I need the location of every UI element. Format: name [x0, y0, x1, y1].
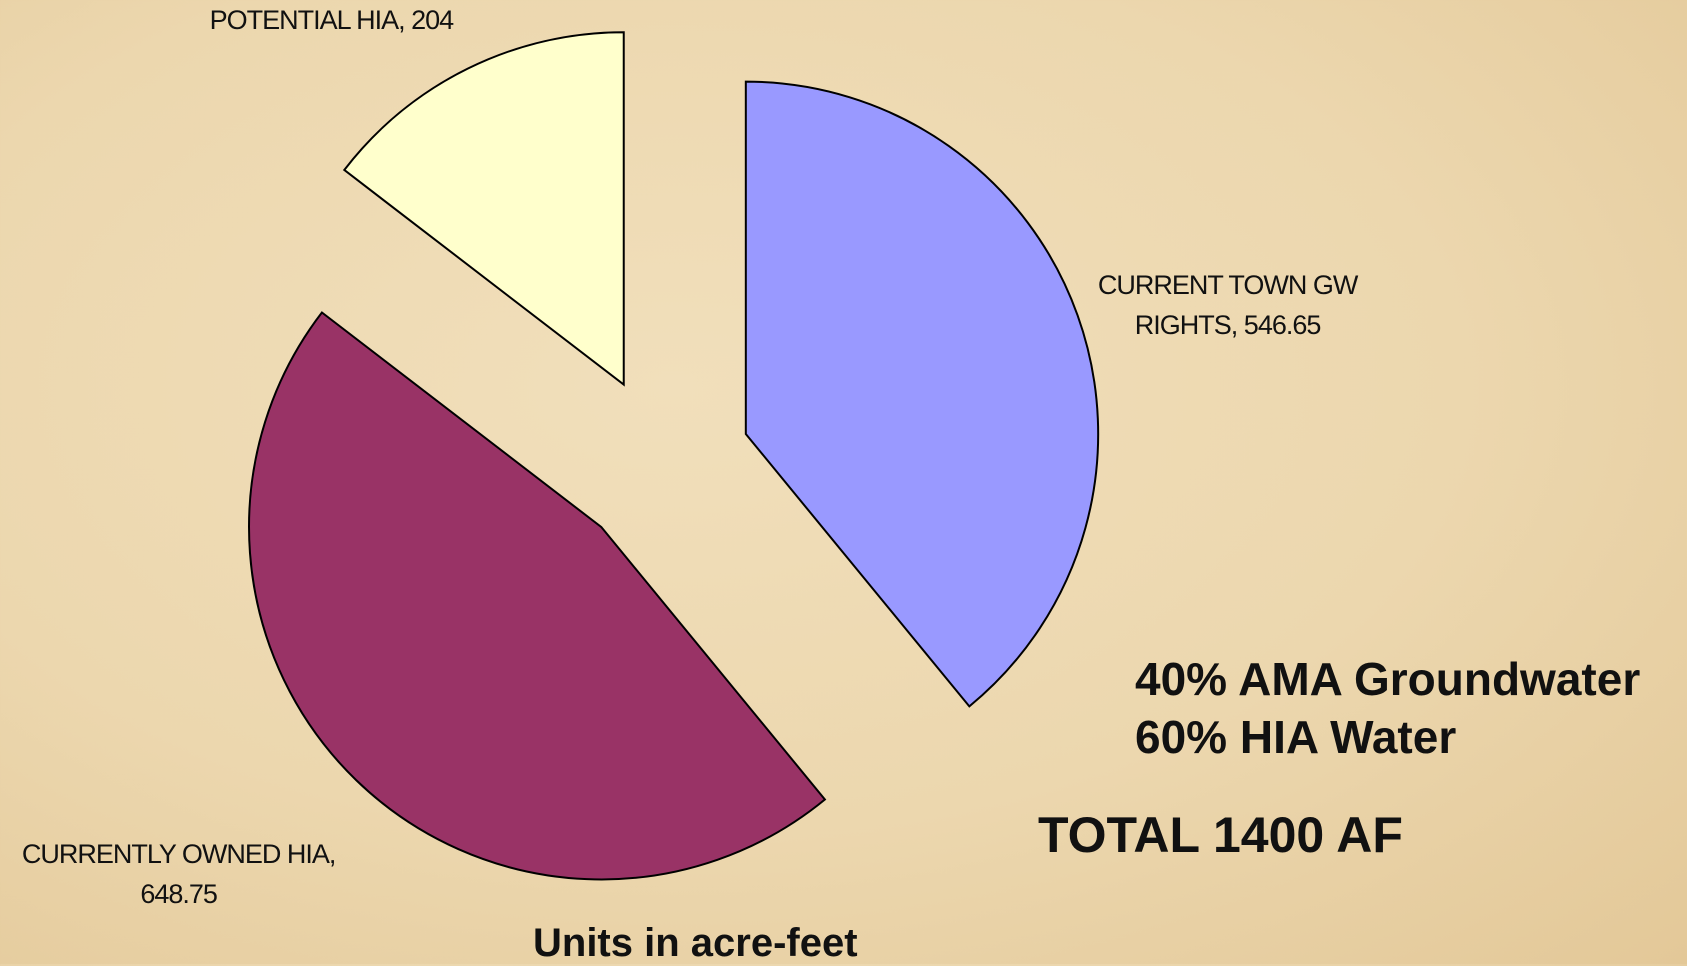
pie-slice — [744, 80, 1100, 708]
annotation: 60% HIA Water — [1135, 711, 1457, 763]
data-label: CURRENT TOWN GW RIGHTS, 546.65 — [1097, 269, 1359, 340]
annotation: 40% AMA Groundwater — [1135, 653, 1641, 705]
pie-slice — [248, 311, 827, 881]
pie-slice — [342, 31, 625, 387]
data-label: POTENTIAL HIA, 204 — [209, 5, 455, 35]
annotation: TOTAL 1400 AF — [1038, 807, 1403, 863]
data-label: CURRENTLY OWNED HIA, 648.75 — [21, 838, 337, 909]
footer: Units in acre-feet — [533, 921, 858, 965]
